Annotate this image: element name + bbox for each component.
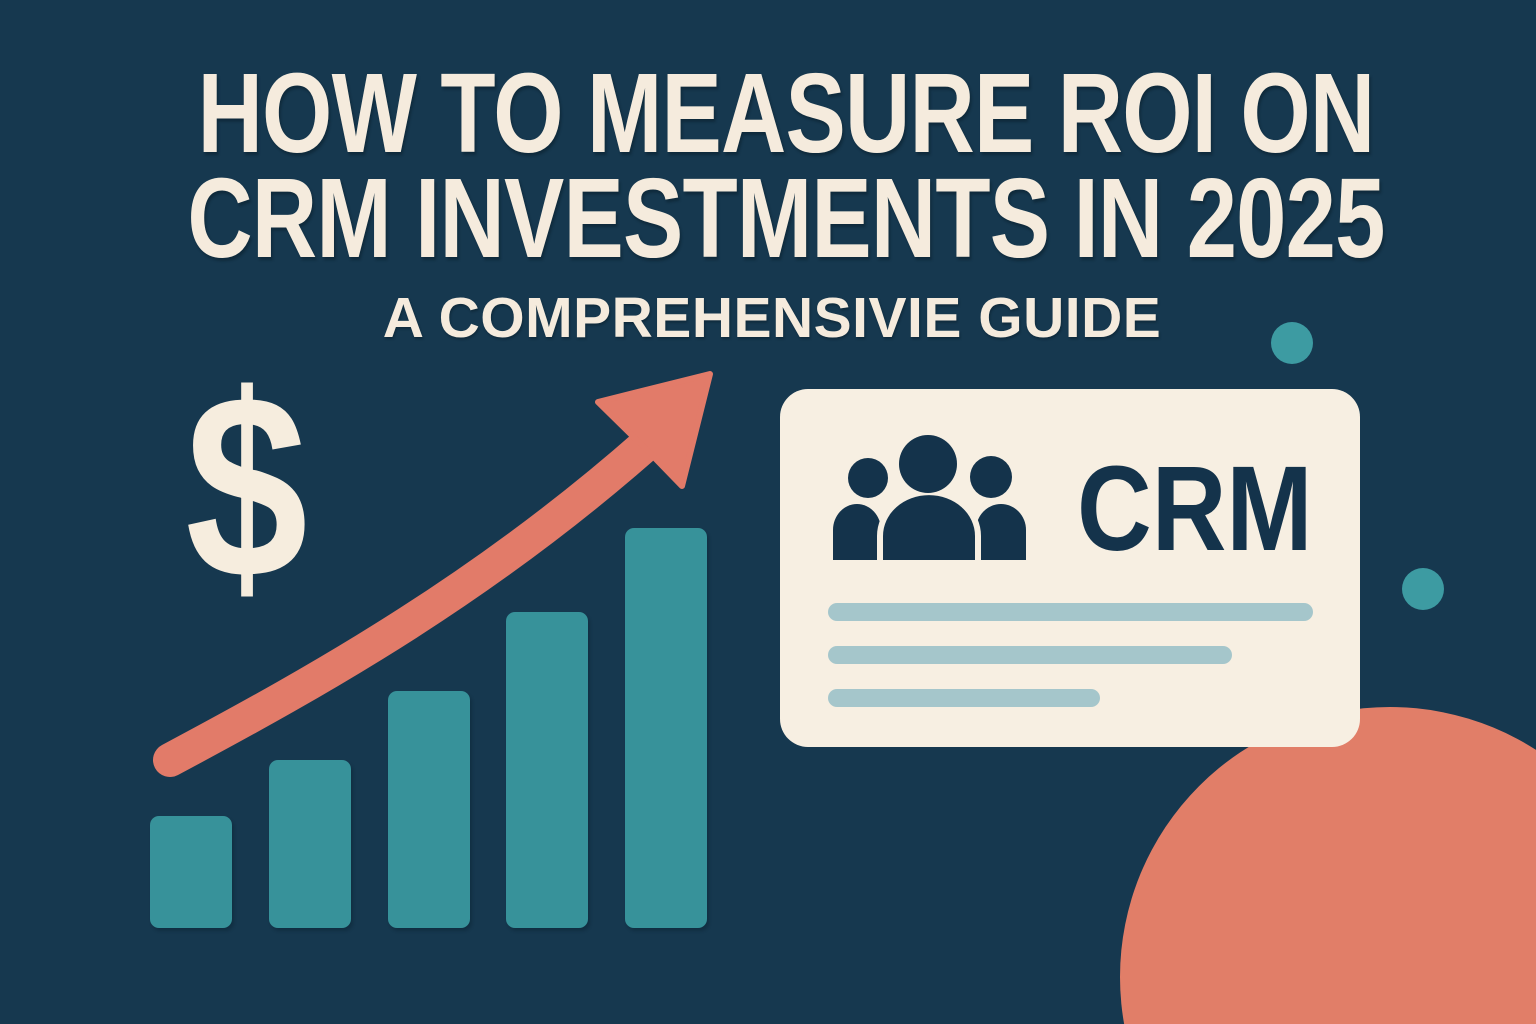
center-person [883, 435, 975, 560]
center-person-head [899, 435, 957, 493]
teal-dot-icon [1271, 322, 1313, 364]
page-title-line-1: HOW TO MEASURE ROI ON [197, 50, 1376, 176]
bar [388, 691, 470, 928]
left-person-body [833, 504, 881, 560]
right-person-body [976, 504, 1026, 560]
bar [269, 760, 351, 928]
left-person-head [848, 458, 888, 498]
teal-dot-icon [1402, 568, 1444, 610]
page-subtitle: A COMPREHENSIVIE GUIDE [382, 286, 1162, 350]
crm-card: CRM [780, 389, 1360, 747]
bar [506, 612, 588, 928]
bar [625, 528, 707, 928]
right-person-head [970, 456, 1012, 498]
text-line-placeholder [828, 689, 1100, 707]
people-group-icon [833, 429, 1026, 561]
crm-label: CRM [1077, 440, 1313, 576]
side-people [833, 456, 1026, 560]
page-title-line-2: CRM INVESTMENTS IN 2025 [187, 155, 1385, 281]
text-line-placeholder [828, 646, 1232, 664]
center-person-body [883, 495, 975, 560]
bar [150, 816, 232, 928]
text-line-placeholder [828, 603, 1313, 621]
